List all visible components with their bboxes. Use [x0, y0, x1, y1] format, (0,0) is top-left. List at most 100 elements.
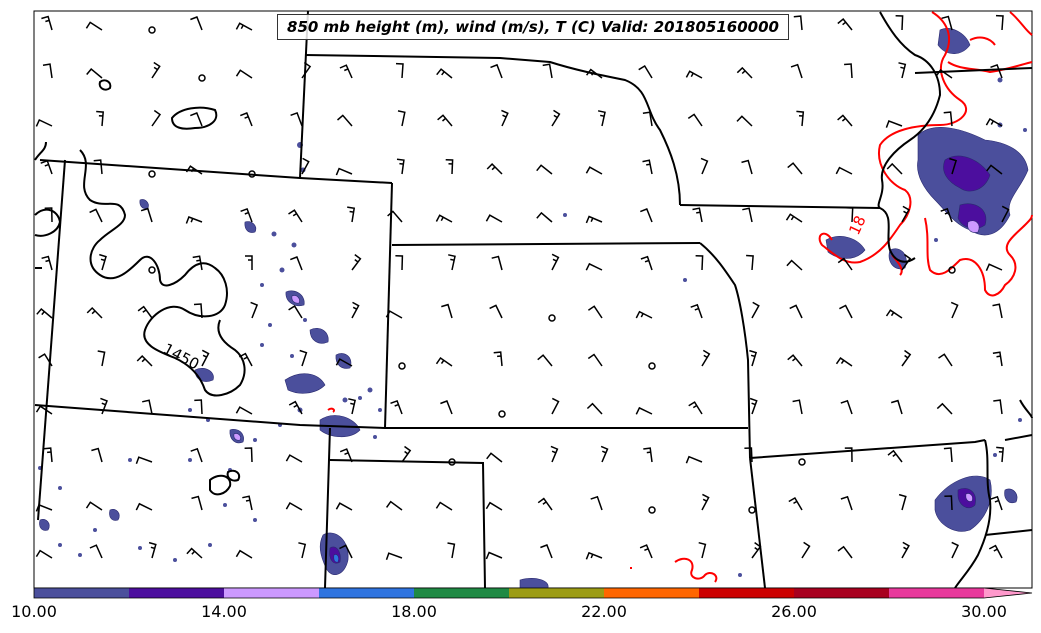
wind-barb-icon [401, 445, 412, 463]
wind-barb-icon [335, 358, 353, 367]
wind-barb-icon [288, 400, 303, 415]
wind-barb-icon [898, 62, 907, 79]
wind-barb-icon [839, 304, 853, 319]
wind-barb-icon [501, 109, 509, 127]
wind-barb-icon [687, 113, 703, 127]
colorbar-segment [224, 588, 319, 598]
wind-barb-icon [990, 63, 1003, 79]
wind-barb-icon [901, 205, 910, 223]
wind-barb-icon [796, 110, 805, 127]
wind-barb-icon [493, 351, 503, 367]
wind-barb-icon [40, 159, 53, 175]
wind-barb-icon [787, 354, 803, 367]
wind-barb-icon [988, 544, 1003, 559]
wind-barb-icon [348, 398, 356, 415]
wind-barb-icon [640, 208, 653, 223]
wind-barb-icon [238, 352, 253, 367]
wind-barb-icon [35, 549, 53, 559]
wind-barb-icon [435, 214, 453, 223]
wind-barb-icon [250, 301, 259, 319]
wind-barb-icon [551, 109, 561, 127]
wind-barb-icon [540, 544, 553, 559]
wind-barb-icon [551, 397, 560, 415]
wind-barb-icon [992, 303, 1003, 319]
wind-barb-icon [395, 255, 404, 271]
wind-barb-icon [789, 304, 803, 319]
wind-barb-icon [235, 69, 253, 79]
wind-barb-icon [89, 208, 103, 223]
wind-barb-icon [941, 15, 953, 31]
wind-barb-icon [943, 447, 953, 463]
calm-wind-circle-icon [948, 266, 956, 274]
wind-barb-icon [299, 349, 308, 367]
wind-barb-icon [397, 110, 406, 127]
wind-barb-icon [100, 397, 108, 415]
wind-barb-icon [140, 207, 153, 223]
wind-barb-icon [749, 397, 758, 415]
wind-barb-icon [938, 353, 953, 367]
wind-barb-icon [186, 547, 203, 559]
wind-barb-icon [685, 70, 703, 79]
calm-wind-circle-icon [398, 362, 406, 370]
wind-barb-icon [785, 213, 803, 223]
wind-barb-icon [542, 63, 553, 79]
colorbar-tick-label: 10.00 [11, 602, 57, 621]
wind-barb-icon [385, 552, 403, 561]
wind-barb-icon [790, 63, 803, 79]
colorbar-tick-label: 22.00 [581, 602, 627, 621]
colorbar-tick-label: 14.00 [201, 602, 247, 621]
wind-barb-icon [736, 115, 753, 127]
wind-barb-icon [489, 304, 503, 319]
wind-barb-icon [586, 68, 603, 79]
wind-barb-icon [787, 162, 803, 175]
wind-barb-icon [97, 350, 106, 367]
wind-barb-icon [536, 211, 553, 223]
colorbar-segment [889, 588, 984, 598]
wind-barb-icon [445, 158, 454, 175]
wind-barb-icon [551, 253, 560, 271]
wind-barb-icon [185, 216, 203, 224]
wind-barb-icon [148, 541, 157, 559]
wind-barb-icon [194, 399, 203, 415]
wind-barb-icon [44, 207, 53, 223]
wind-barb-icon [993, 399, 1003, 415]
wind-barb-icon [992, 351, 1003, 367]
wind-barb-icon [38, 353, 53, 367]
wind-barb-icon [339, 448, 353, 463]
wind-barb-icon [890, 399, 903, 415]
colorbar-tick-label: 26.00 [771, 602, 817, 621]
wind-barb-icon [390, 399, 403, 415]
colorbar-frame [33, 587, 1033, 599]
wind-barb-icon [137, 305, 153, 319]
calm-wind-circle-icon [148, 26, 156, 34]
wind-barb-icon [751, 301, 760, 319]
wind-barb-icon [440, 400, 453, 415]
wind-barb-icon [347, 206, 356, 223]
wind-barb-icon [335, 167, 353, 176]
wind-barb-icon [201, 349, 210, 367]
calm-wind-circle-icon [148, 170, 156, 178]
wind-barb-icon [190, 447, 203, 463]
wind-barb-icon [351, 254, 362, 271]
wind-barb-icon [793, 15, 803, 31]
wind-barb-icon [136, 355, 153, 367]
wind-barb-icon [41, 255, 53, 271]
wind-barb-icon [845, 206, 854, 223]
calm-wind-circle-icon [748, 506, 756, 514]
wind-barb-icon [692, 207, 703, 223]
wind-barb-icon [895, 14, 904, 31]
wind-barb-icon [844, 63, 853, 79]
wind-barb-icon [385, 310, 403, 319]
calm-wind-circle-icon [198, 74, 206, 82]
calm-wind-circle-icon [648, 362, 656, 370]
wind-barb-icon [193, 303, 203, 319]
wind-barb-icon [235, 406, 253, 415]
colorbar-segment [794, 588, 889, 598]
wind-barb-icon [995, 14, 1004, 31]
wind-barb-icon [751, 541, 762, 559]
wind-barb-icon [192, 255, 203, 271]
wind-barb-icon [639, 544, 653, 559]
wind-barb-icon [788, 496, 803, 511]
wind-barb-icon [339, 64, 353, 79]
wind-barb-icon [638, 64, 653, 79]
